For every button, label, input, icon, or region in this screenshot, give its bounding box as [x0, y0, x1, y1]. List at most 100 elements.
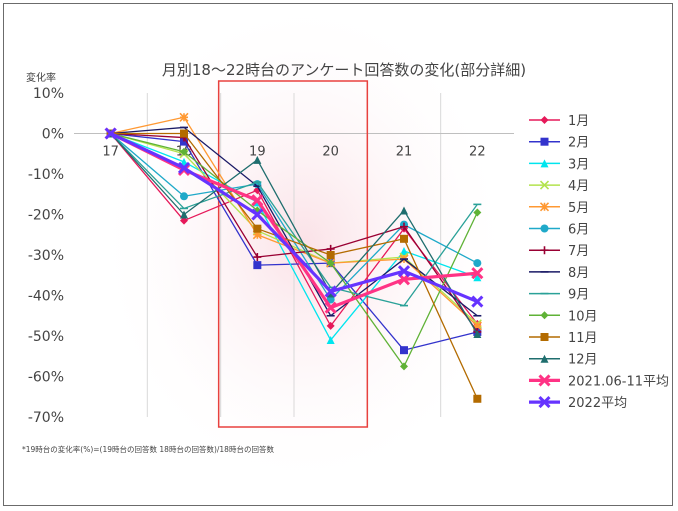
legend-item: 5月: [529, 201, 589, 216]
legend-item: 9月: [529, 288, 589, 303]
data-point: [180, 147, 188, 156]
data-point: [473, 329, 482, 338]
series-path: [110, 132, 478, 400]
y-tick-label: 0%: [42, 127, 64, 143]
legend-label: 7月: [568, 244, 589, 259]
data-point: [538, 374, 551, 387]
data-point: [397, 265, 411, 278]
data-point: [253, 224, 262, 233]
data-point: [251, 194, 264, 207]
series-path: [110, 133, 478, 335]
data-point: [180, 192, 188, 201]
chart-title: 月別18～22時台のアンケート回答数の変化(部分詳細): [162, 61, 526, 79]
data-point: [471, 295, 484, 308]
legend-label: 6月: [568, 223, 589, 238]
data-point: [540, 333, 549, 341]
legend-label: 2022平均: [568, 396, 627, 411]
data-point: [539, 180, 550, 190]
legend-item: 12月: [529, 353, 598, 368]
data-point: [471, 267, 484, 280]
data-point: [472, 321, 482, 331]
data-point: [326, 321, 335, 330]
series-path: [110, 116, 478, 327]
data-point: [540, 137, 549, 146]
y-tick-label: -20%: [28, 208, 64, 224]
data-point: [326, 336, 335, 345]
data-point: [473, 394, 482, 403]
data-point: [253, 261, 262, 270]
legend-item: 2021.06-11平均: [529, 374, 669, 389]
data-point: [473, 259, 482, 268]
legend-label: 2月: [568, 136, 589, 151]
y-axis-label: 変化率: [26, 71, 56, 84]
data-point: [104, 127, 117, 140]
data-point: [179, 112, 189, 122]
x-tick-label: 19: [249, 145, 266, 160]
line-chart: 月別18～22時台のアンケート回答数の変化(部分詳細) 変化率 10% 0% -10…: [22, 4, 669, 494]
y-tick-label: 10%: [33, 86, 64, 102]
legend-label: 12月: [568, 353, 598, 368]
data-point: [253, 253, 262, 262]
data-point: [538, 396, 551, 409]
legend-label: 5月: [568, 201, 589, 216]
data-point: [540, 354, 549, 363]
y-tick-labels: 10% 0% -10% -20% -30% -40% -50% -60% -70%: [28, 86, 64, 426]
y-tick-label: -60%: [28, 370, 64, 386]
series-path: [110, 132, 478, 368]
data-point: [253, 186, 262, 195]
legend-label: 4月: [568, 179, 589, 194]
data-point: [400, 346, 408, 355]
footnote: *19時台の変化率(%)=(19時台の回答数 18時台の回答数)/18時台の回答…: [22, 444, 274, 454]
data-point: [180, 216, 188, 225]
data-point: [400, 206, 408, 215]
data-point: [540, 159, 549, 168]
legend-label: 3月: [568, 157, 589, 172]
data-point: [400, 234, 408, 243]
highlight-box: [217, 80, 369, 428]
data-point: [180, 129, 188, 138]
legend-item: 6月: [529, 223, 589, 238]
series-path: [109, 132, 478, 304]
data-point: [540, 311, 549, 320]
data-point: [400, 362, 408, 371]
series-group: [104, 112, 484, 403]
y-tick-label: -40%: [28, 289, 64, 305]
data-point: [253, 155, 262, 164]
data-point: [539, 202, 550, 212]
x-tick-label: 20: [322, 145, 339, 160]
y-tick-label: -10%: [28, 167, 64, 183]
legend-label: 2021.06-11平均: [568, 374, 669, 389]
legend-label: 11月: [568, 331, 598, 346]
legend-item: 2022平均: [529, 396, 627, 411]
y-tick-label: -50%: [28, 329, 64, 345]
data-point: [180, 210, 188, 219]
data-point: [326, 259, 335, 268]
legend-item: 10月: [529, 309, 598, 324]
legend-item: 8月: [529, 266, 589, 281]
data-point: [177, 161, 191, 174]
data-point: [326, 251, 335, 259]
data-point: [540, 224, 549, 233]
legend-item: 3月: [529, 157, 589, 172]
x-tick-label: 17: [102, 145, 119, 160]
legend-label: 8月: [568, 266, 589, 281]
data-point: [326, 295, 335, 304]
legend: 1月 2月 3月 4月 5月 6月 7月 8月 9月 10月 11月 12月 2021.06-11平均 2…: [529, 114, 669, 411]
data-point: [252, 230, 262, 240]
legend-item: 11月: [529, 331, 598, 346]
data-point: [324, 285, 337, 298]
x-tick-label: 21: [396, 145, 413, 160]
y-tick-label: -30%: [28, 248, 64, 264]
x-tick-label: 22: [469, 145, 486, 160]
legend-label: 1月: [568, 114, 589, 129]
data-point: [473, 208, 482, 217]
data-point: [324, 301, 337, 314]
series-path: [110, 132, 478, 341]
legend-item: 2月: [529, 136, 589, 151]
data-point: [180, 137, 188, 146]
legend-label: 10月: [568, 309, 598, 324]
series-path: [110, 132, 478, 351]
data-point: [540, 116, 549, 124]
data-point: [400, 222, 408, 231]
legend-item: 1月: [529, 114, 589, 129]
